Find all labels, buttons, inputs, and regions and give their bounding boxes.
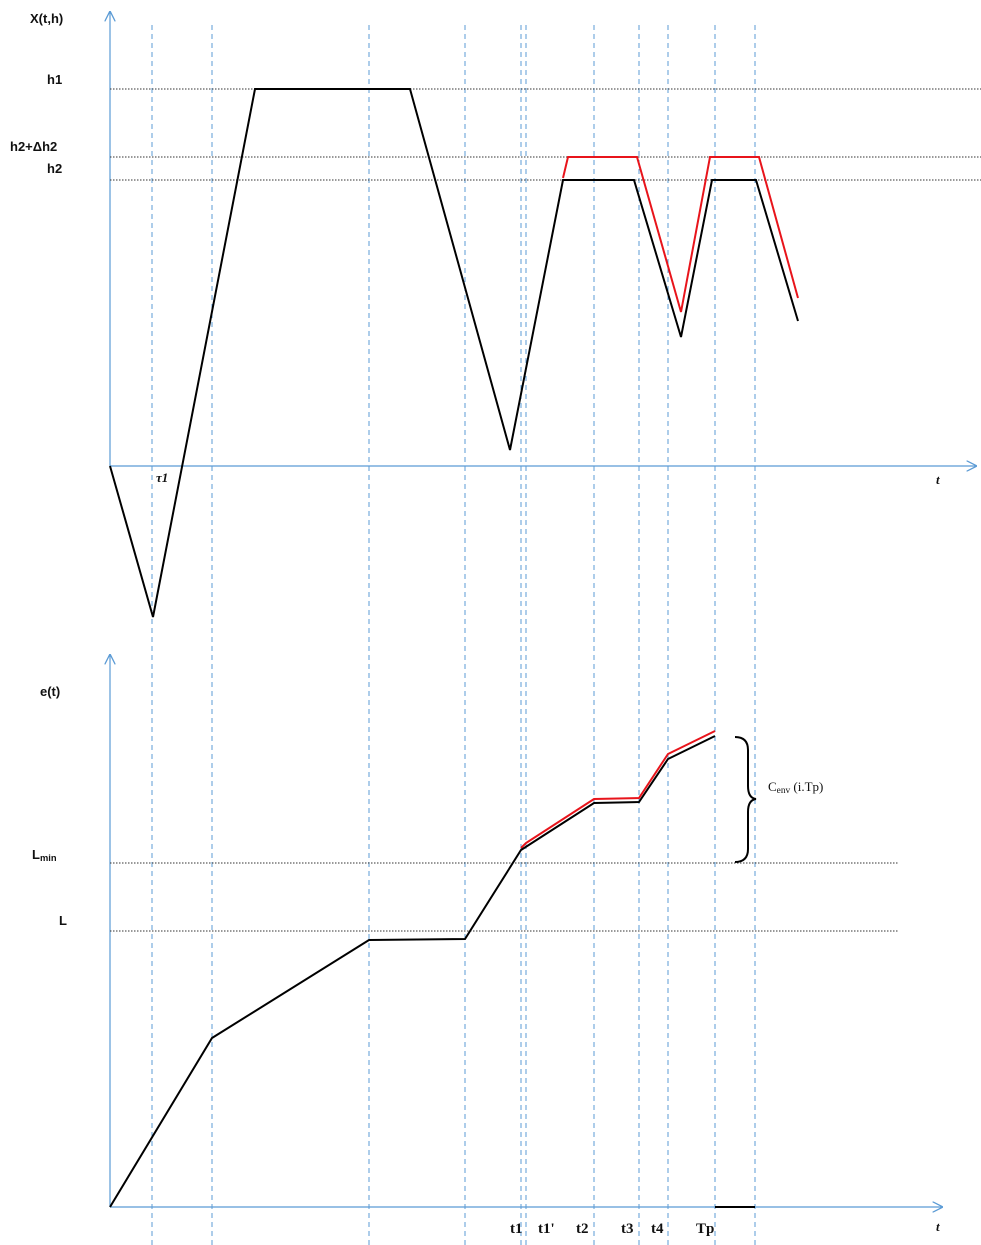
- time-label-t2: t2: [576, 1221, 589, 1237]
- bottom-plot: e(t) Lmin L Cenv (i.Tp) t1 t1' t2 t3 t4 …: [32, 655, 942, 1237]
- label-lmin: Lmin: [32, 847, 57, 863]
- label-h1: h1: [47, 72, 62, 87]
- time-label-t1: t1: [510, 1221, 523, 1237]
- time-label-t1-prime: t1': [538, 1221, 555, 1237]
- label-h2-plus: h2+Δh2: [10, 139, 57, 154]
- label-tau1: τ1: [156, 470, 168, 485]
- label-h2: h2: [47, 161, 62, 176]
- top-y-label: X(t,h): [30, 11, 63, 26]
- top-curve-red: [562, 156, 799, 313]
- top-x-label: t: [936, 472, 940, 487]
- time-label-t3: t3: [621, 1221, 634, 1237]
- bottom-curve-black: [109, 735, 716, 1208]
- envelope-brace: [734, 736, 757, 863]
- bottom-curve-red: [520, 730, 716, 849]
- label-l: L: [59, 913, 67, 928]
- top-plot: X(t,h) h1 h2+Δh2 h2 τ1 t: [10, 11, 981, 618]
- time-guides: [151, 25, 756, 1245]
- time-label-t4: t4: [651, 1221, 664, 1237]
- time-labels: t1 t1' t2 t3 t4 Tp: [510, 1221, 714, 1237]
- top-curve-black: [109, 88, 799, 618]
- time-label-tp: Tp: [696, 1221, 714, 1237]
- bottom-x-label: t: [936, 1219, 940, 1234]
- label-envelope: Cenv (i.Tp): [768, 779, 823, 796]
- bottom-y-label: e(t): [40, 684, 60, 699]
